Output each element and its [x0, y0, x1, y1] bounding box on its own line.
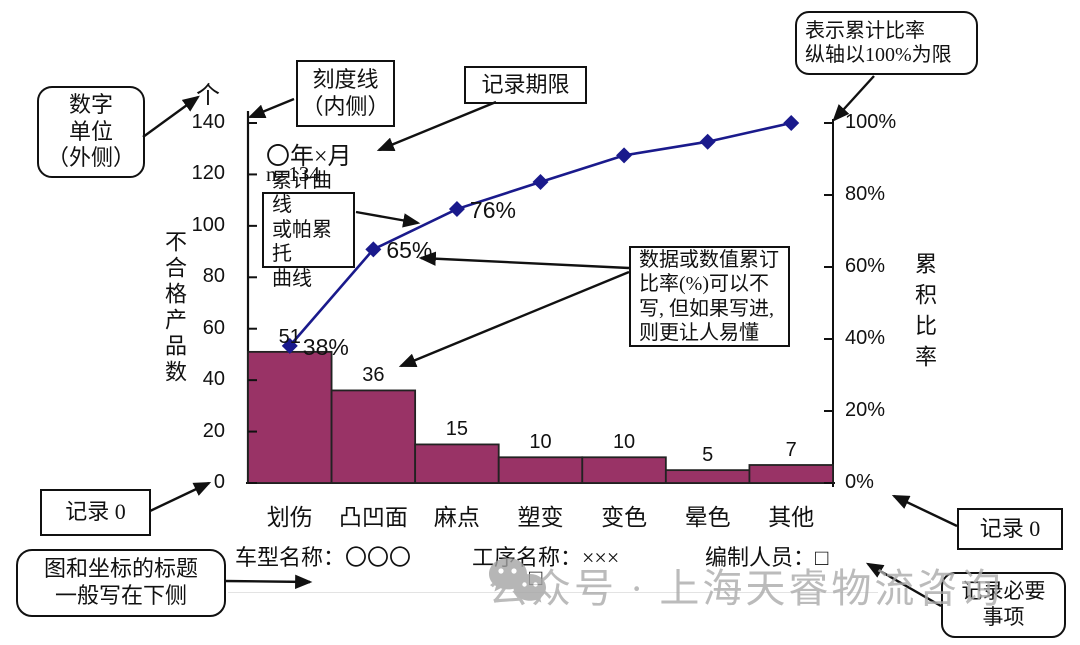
left-tick-label: 80 — [202, 265, 225, 288]
period-label: 〇年×月 — [266, 144, 352, 170]
cumulative-point — [365, 241, 382, 258]
bar-value-label: 10 — [612, 431, 636, 454]
right-tick-label: 80% — [845, 183, 886, 205]
sample-size-label: n=134 — [266, 162, 320, 186]
cumulative-line — [281, 115, 800, 354]
callout-record-required-items: 记录必要 事项 — [941, 572, 1066, 638]
cumulative-point — [616, 147, 633, 164]
left-axis-unit: 个 — [196, 83, 220, 109]
divider-line — [228, 592, 878, 593]
bar-value-label: 51 — [278, 325, 301, 348]
left-tick-label: 60 — [202, 316, 225, 339]
left-tick-label: 40 — [202, 368, 225, 391]
axis-ticks — [248, 122, 833, 484]
callout-tick-marks-inside: 刻度线 （内侧） — [296, 60, 395, 127]
cumulative-point — [783, 115, 800, 131]
category-label: 其他 — [768, 505, 815, 530]
cumulative-point — [532, 174, 549, 191]
callout-title-below: 图和坐标的标题 一般写在下侧 — [16, 549, 226, 617]
callout-record-zero-left: 记录 0 — [40, 489, 151, 536]
footer-extra-checkbox: □ — [529, 565, 543, 590]
bar-麻点 — [414, 443, 500, 484]
category-label: 晕色 — [684, 505, 731, 530]
right-tick-label: 20% — [845, 399, 886, 421]
callout-cumulative-ratio-axis: 表示累计比率 纵轴以100%为限 — [795, 11, 978, 75]
cumulative-point-label: 76% — [469, 197, 516, 224]
callout-record-period: 记录期限 — [464, 66, 587, 104]
right-tick-label: 40% — [845, 327, 886, 349]
category-label: 麻点 — [433, 505, 480, 530]
bar-划伤 — [247, 350, 333, 484]
left-tick-label: 100 — [191, 213, 225, 236]
cumulative-point-label: 65% — [386, 237, 433, 264]
bar-value-label: 10 — [529, 431, 552, 454]
bar-value-label: 15 — [445, 418, 469, 441]
left-tick-label: 120 — [191, 162, 225, 185]
callout-record-zero-right: 记录 0 — [957, 508, 1063, 550]
category-label: 凸凹面 — [338, 505, 408, 530]
callout-cumulative-curve: 累计曲线 或帕累托 曲线 — [262, 170, 355, 290]
bar-value-label: 7 — [785, 439, 797, 461]
category-label: 塑变 — [517, 505, 564, 530]
bar-变色 — [581, 456, 667, 484]
footer-author: 编制人员：□ — [705, 545, 829, 570]
right-tick-label: 60% — [845, 255, 886, 277]
bar-晕色 — [664, 469, 751, 484]
cumulative-point — [448, 201, 465, 218]
footer-model-name: 车型名称：〇〇〇 — [235, 545, 412, 570]
callout-data-values-note: 数据或数值累订 比率(%)可以不 写, 但如果写进, 则更让人易懂 — [629, 246, 790, 347]
right-tick-label: 100% — [845, 111, 897, 133]
right-axis-title: 累积比率 — [912, 252, 937, 376]
callout-number-unit-outside: 数字 单位 （外侧） — [37, 86, 145, 178]
footer-process-name: 工序名称：××× — [472, 545, 620, 570]
category-label: 变色 — [601, 505, 648, 530]
right-tick-label: 0% — [845, 471, 874, 493]
bars — [247, 350, 834, 484]
cumulative-point-label: 38% — [302, 333, 349, 360]
bar-value-label: 5 — [702, 444, 714, 467]
left-tick-label: 20 — [202, 419, 225, 442]
cumulative-point — [699, 133, 716, 150]
category-label: 划伤 — [266, 505, 313, 530]
bar-其他 — [748, 464, 834, 484]
bar-value-label: 36 — [362, 364, 385, 387]
left-axis-title: 不合格产品数 — [162, 230, 187, 386]
left-tick-label: 140 — [191, 111, 225, 133]
cumulative-point — [281, 337, 298, 354]
left-tick-label: 0 — [213, 471, 225, 493]
bar-凸凹面 — [330, 389, 417, 484]
bar-塑变 — [497, 456, 584, 484]
